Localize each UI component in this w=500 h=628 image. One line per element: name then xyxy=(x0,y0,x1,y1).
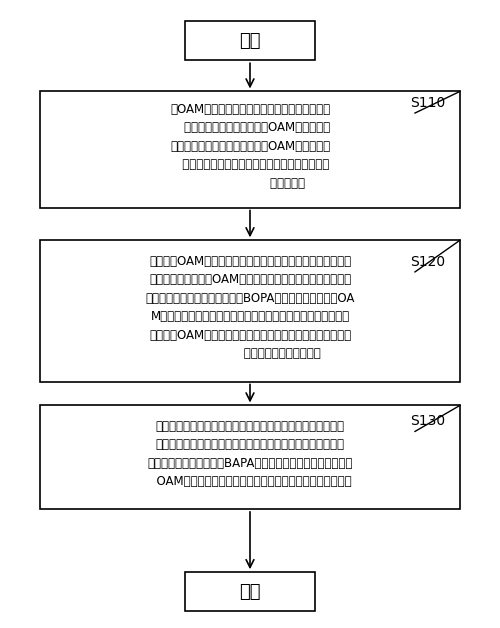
Text: 开始: 开始 xyxy=(240,32,261,50)
Text: S130: S130 xyxy=(410,414,445,428)
Text: 令OAM信道光束与高斯型探测光束共光路传输，
    经过畸变单元，获得畸变的OAM信道光束和
畸变的探测光束，其中，畸变的OAM信道光束与
   畸变的探测光: 令OAM信道光束与高斯型探测光束共光路传输， 经过畸变单元，获得畸变的OAM信道… xyxy=(170,103,330,190)
Text: S120: S120 xyxy=(410,255,445,269)
Text: 令畸变的OAM信道光束和高斯型参考光束分别从非线性介质两
侧输入，以使畸变的OAM信道光束和高斯型参考光束在非线性
介质中发生布里渊光参量放大（BOPA）相互作: 令畸变的OAM信道光束和高斯型参考光束分别从非线性介质两 侧输入，以使畸变的OA… xyxy=(146,255,354,360)
Text: 令畸变的探测光束在高斯型参考光束一侧，相对于高斯型参考
光束倾斜入射到非线性介质中，通过与携带畸变信息的声子场
发生布里渊声参量放大（BAPA）相互作用，以获得: 令畸变的探测光束在高斯型参考光束一侧，相对于高斯型参考 光束倾斜入射到非线性介质… xyxy=(148,420,352,489)
Text: 结束: 结束 xyxy=(240,583,261,600)
Bar xyxy=(185,572,315,611)
Bar xyxy=(185,21,315,60)
Bar xyxy=(40,91,460,207)
Bar xyxy=(40,240,460,381)
Text: S110: S110 xyxy=(410,96,446,110)
Bar xyxy=(40,406,460,509)
